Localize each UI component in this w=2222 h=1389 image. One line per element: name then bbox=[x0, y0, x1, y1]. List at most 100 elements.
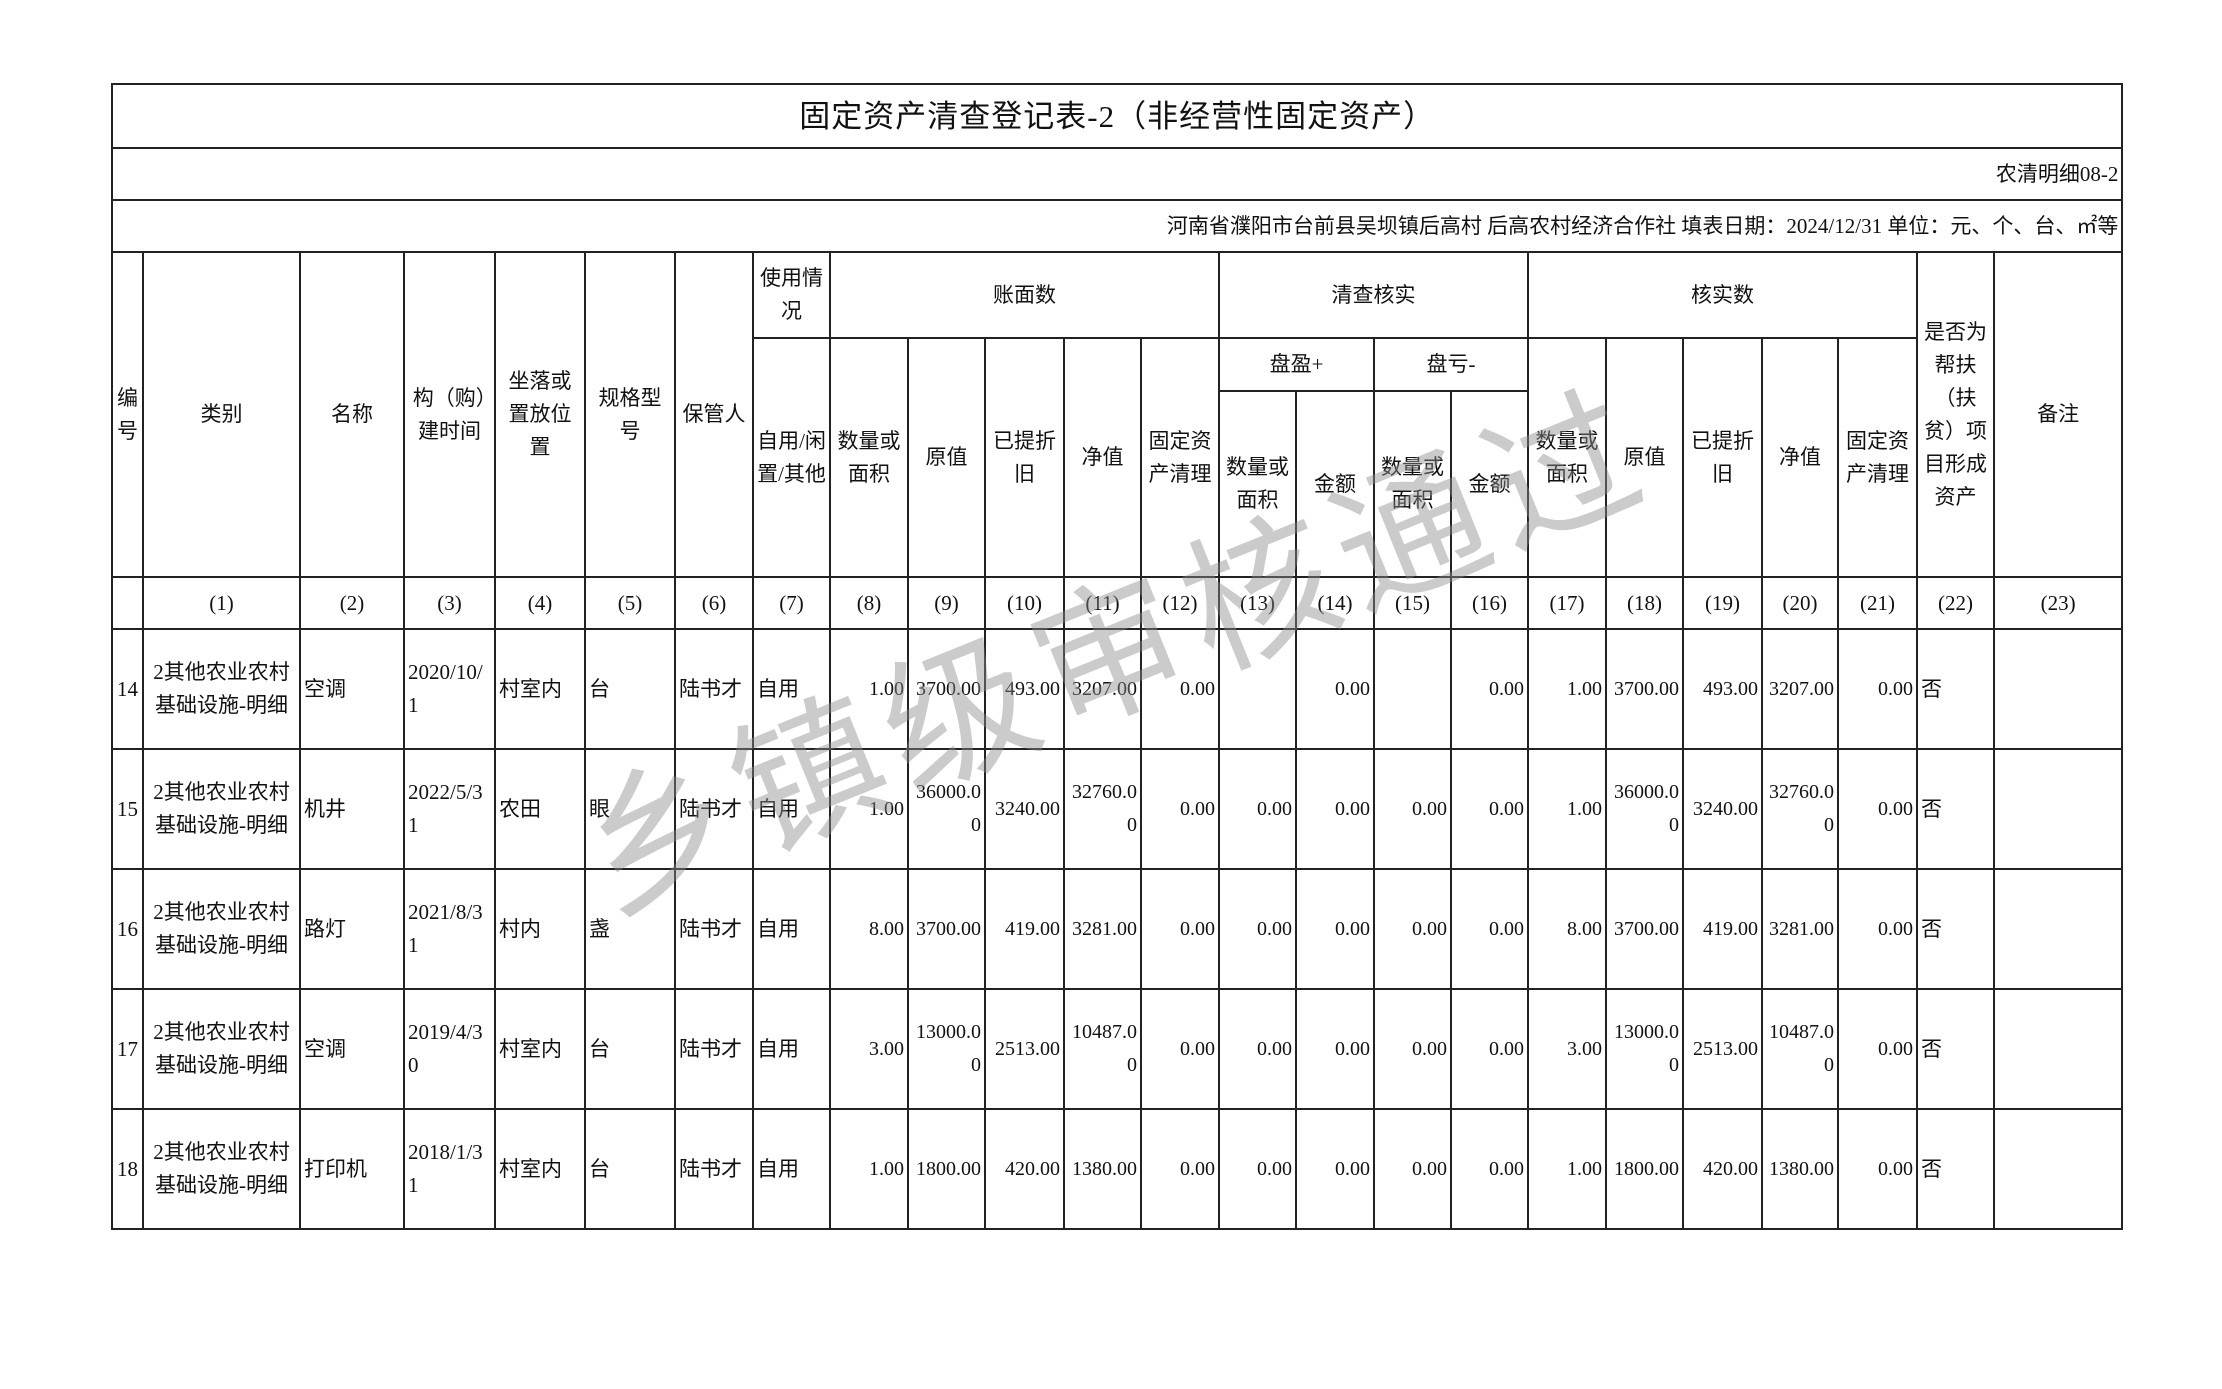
cell-no: 18 bbox=[111, 1108, 144, 1230]
cell-surplus-qty: 0.00 bbox=[1218, 1108, 1297, 1230]
header-keeper: 保管人 bbox=[674, 251, 754, 578]
cell-surplus-amount: 0.00 bbox=[1295, 628, 1375, 750]
cell-book-orig: 13000.00 bbox=[907, 988, 986, 1110]
header-loss-amount: 金额 bbox=[1450, 390, 1529, 578]
cell-location: 村室内 bbox=[494, 1108, 586, 1230]
header-book-qty: 数量或面积 bbox=[829, 337, 909, 578]
cell-category: 2其他农业农村基础设施-明细 bbox=[142, 628, 301, 750]
cell-book-orig: 36000.00 bbox=[907, 748, 986, 870]
cell-usage: 自用 bbox=[752, 748, 831, 870]
cell-ver-qty: 1.00 bbox=[1527, 628, 1607, 750]
cell-book-net: 3281.00 bbox=[1063, 868, 1142, 990]
cell-remark bbox=[1992, 988, 2124, 1110]
cell-usage: 自用 bbox=[752, 1108, 831, 1230]
cell-ver-clear: 0.00 bbox=[1837, 1108, 1918, 1230]
header-book-orig: 原值 bbox=[907, 337, 986, 578]
column-number: (4) bbox=[494, 576, 586, 630]
cell-book-orig: 3700.00 bbox=[907, 868, 986, 990]
table-row: 16 2其他农业农村基础设施-明细 路灯 2021/8/31 村内盏陆书才 自用 8.00 3… bbox=[111, 868, 2124, 990]
cell-keeper: 陆书才 bbox=[674, 1108, 754, 1230]
column-number: (3) bbox=[403, 576, 496, 630]
cell-keeper: 陆书才 bbox=[674, 628, 754, 750]
cell-loss-amount: 0.00 bbox=[1450, 868, 1529, 990]
cell-book-qty: 3.00 bbox=[829, 988, 909, 1110]
asset-register-table: 固定资产清查登记表-2（非经营性固定资产） 农清明细08-2 河南省濮阳市台前县… bbox=[110, 83, 2124, 1230]
cell-ver-dep: 419.00 bbox=[1682, 868, 1763, 990]
column-number: (14) bbox=[1295, 576, 1375, 630]
cell-ver-qty: 8.00 bbox=[1527, 868, 1607, 990]
column-number: (19) bbox=[1682, 576, 1763, 630]
cell-location: 村室内 bbox=[494, 628, 586, 750]
column-number-row: (1) (2) (3) (4) (5) (6) (7) (8) (9) (10) (11) (12)(… bbox=[111, 576, 2124, 630]
header-book-clear: 固定资产清理 bbox=[1140, 337, 1220, 578]
cell-keeper: 陆书才 bbox=[674, 988, 754, 1110]
cell-surplus-qty bbox=[1218, 628, 1297, 750]
column-number: (16) bbox=[1450, 576, 1529, 630]
header-verified-group: 核实数 bbox=[1527, 251, 1918, 339]
cell-ver-orig: 3700.00 bbox=[1605, 628, 1684, 750]
column-number: (2) bbox=[299, 576, 405, 630]
header-build-time: 构（购）建时间 bbox=[403, 251, 496, 578]
cell-ver-orig: 3700.00 bbox=[1605, 868, 1684, 990]
cell-location: 村室内 bbox=[494, 988, 586, 1110]
cell-remark bbox=[1992, 748, 2124, 870]
header-surplus-qty: 数量或面积 bbox=[1218, 390, 1297, 578]
cell-loss-qty bbox=[1373, 628, 1452, 750]
cell-surplus-amount: 0.00 bbox=[1295, 748, 1375, 870]
cell-poverty: 否 bbox=[1916, 1108, 1995, 1230]
header-surplus: 盘盈+ bbox=[1218, 337, 1375, 392]
cell-ver-net: 32760.00 bbox=[1761, 748, 1839, 870]
cell-poverty: 否 bbox=[1916, 748, 1995, 870]
cell-ver-qty: 1.00 bbox=[1527, 1108, 1607, 1230]
table-row: 15 2其他农业农村基础设施-明细 机井 2022/5/31 农田眼陆书才 自用 1.00 3… bbox=[111, 748, 2124, 870]
cell-loss-qty: 0.00 bbox=[1373, 748, 1452, 870]
cell-name: 打印机 bbox=[299, 1108, 405, 1230]
cell-category: 2其他农业农村基础设施-明细 bbox=[142, 868, 301, 990]
header-loss-qty: 数量或面积 bbox=[1373, 390, 1452, 578]
header-loss: 盘亏- bbox=[1373, 337, 1529, 392]
header-ver-clear: 固定资产清理 bbox=[1837, 337, 1918, 578]
cell-keeper: 陆书才 bbox=[674, 868, 754, 990]
header-remark: 备注 bbox=[1992, 251, 2124, 578]
cell-category: 2其他农业农村基础设施-明细 bbox=[142, 1108, 301, 1230]
info-line: 河南省濮阳市台前县吴坝镇后高村 后高农村经济合作社 填表日期：2024/12/3… bbox=[110, 199, 2124, 253]
cell-no: 16 bbox=[111, 868, 144, 990]
cell-spec: 台 bbox=[584, 1108, 676, 1230]
table-row: 14 2其他农业农村基础设施-明细 空调 2020/10/1 村室内台陆书才 自用 1.00… bbox=[111, 628, 2124, 750]
column-number bbox=[111, 576, 144, 630]
cell-keeper: 陆书才 bbox=[674, 748, 754, 870]
cell-surplus-qty: 0.00 bbox=[1218, 748, 1297, 870]
cell-ver-orig: 13000.00 bbox=[1605, 988, 1684, 1110]
cell-ver-net: 10487.00 bbox=[1761, 988, 1839, 1110]
column-number: (5) bbox=[584, 576, 676, 630]
cell-surplus-amount: 0.00 bbox=[1295, 1108, 1375, 1230]
cell-ver-dep: 420.00 bbox=[1682, 1108, 1763, 1230]
cell-poverty: 否 bbox=[1916, 868, 1995, 990]
cell-usage: 自用 bbox=[752, 868, 831, 990]
cell-build-time: 2021/8/31 bbox=[403, 868, 496, 990]
cell-surplus-amount: 0.00 bbox=[1295, 868, 1375, 990]
header-usage-group: 使用情况 bbox=[752, 251, 831, 339]
cell-build-time: 2019/4/30 bbox=[403, 988, 496, 1110]
column-number: (18) bbox=[1605, 576, 1684, 630]
cell-ver-qty: 1.00 bbox=[1527, 748, 1607, 870]
column-number: (10) bbox=[984, 576, 1065, 630]
cell-book-orig: 3700.00 bbox=[907, 628, 986, 750]
cell-name: 路灯 bbox=[299, 868, 405, 990]
cell-loss-amount: 0.00 bbox=[1450, 988, 1529, 1110]
cell-ver-net: 1380.00 bbox=[1761, 1108, 1839, 1230]
cell-book-qty: 1.00 bbox=[829, 1108, 909, 1230]
cell-build-time: 2018/1/31 bbox=[403, 1108, 496, 1230]
cell-location: 村内 bbox=[494, 868, 586, 990]
header-location: 坐落或置放位置 bbox=[494, 251, 586, 578]
cell-name: 空调 bbox=[299, 988, 405, 1110]
cell-book-dep: 493.00 bbox=[984, 628, 1065, 750]
cell-book-clear: 0.00 bbox=[1140, 628, 1220, 750]
header-usage: 自用/闲置/其他 bbox=[752, 337, 831, 578]
cell-loss-amount: 0.00 bbox=[1450, 628, 1529, 750]
form-code: 农清明细08-2 bbox=[110, 147, 2124, 201]
cell-book-dep: 3240.00 bbox=[984, 748, 1065, 870]
cell-poverty: 否 bbox=[1916, 628, 1995, 750]
cell-book-dep: 420.00 bbox=[984, 1108, 1065, 1230]
cell-ver-clear: 0.00 bbox=[1837, 988, 1918, 1110]
